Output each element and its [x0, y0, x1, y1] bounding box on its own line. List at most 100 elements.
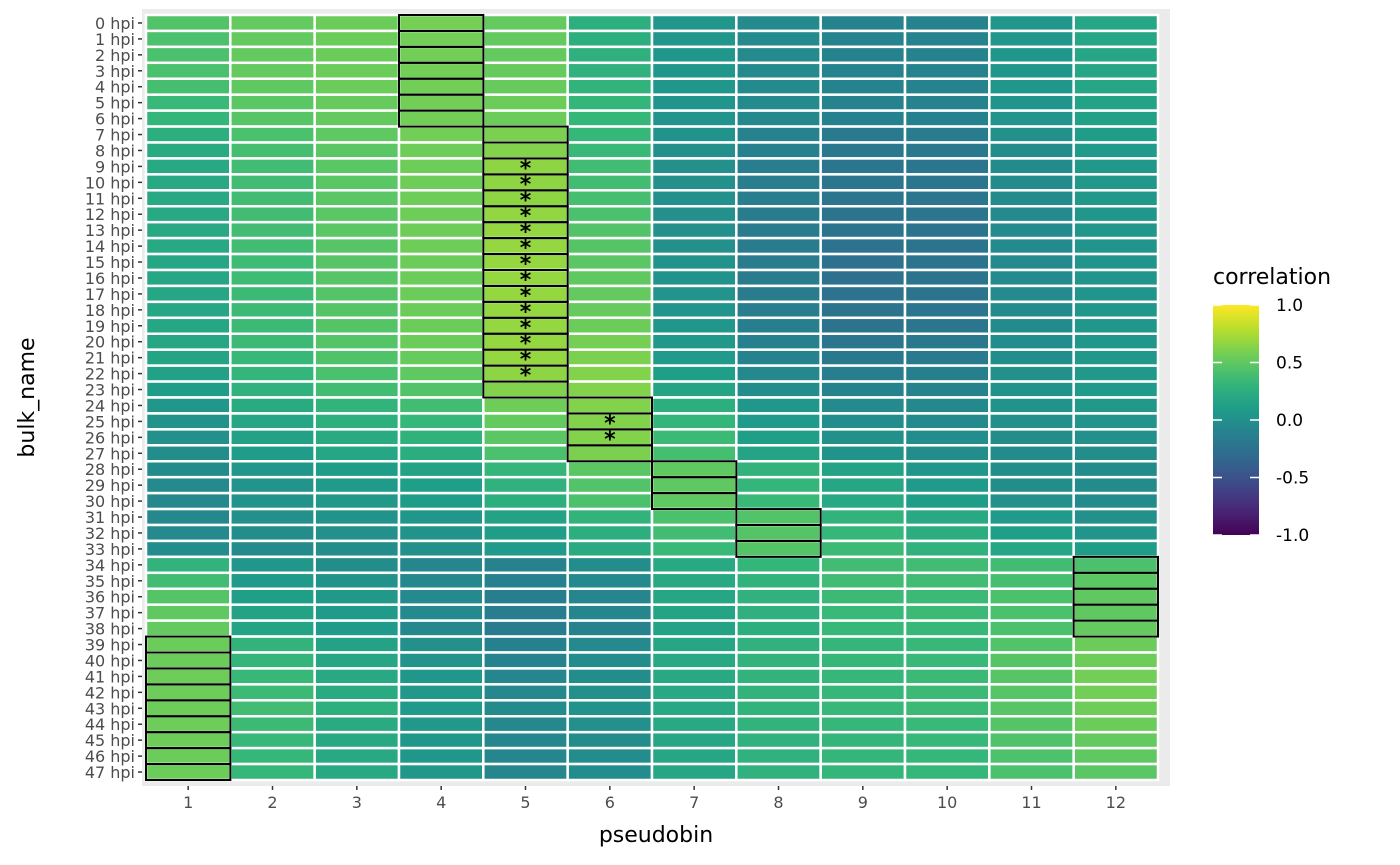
significance-star: *	[520, 300, 532, 325]
heatmap-cell	[397, 189, 485, 208]
heatmap-cell	[144, 252, 232, 272]
heatmap-cell	[566, 13, 654, 33]
heatmap-cell	[988, 715, 1075, 734]
heatmap-cell	[735, 364, 822, 383]
heatmap-cell	[144, 412, 232, 431]
heatmap-cell	[735, 667, 822, 686]
heatmap-cell	[144, 109, 232, 128]
heatmap-cell	[735, 77, 822, 96]
heatmap-cell	[735, 475, 822, 495]
heatmap-cell	[988, 13, 1075, 33]
heatmap-cell	[313, 300, 401, 320]
heatmap-cell	[566, 730, 654, 750]
heatmap-cell	[988, 762, 1075, 782]
significance-star: *	[520, 236, 532, 261]
heatmap-cell	[566, 555, 654, 575]
heatmap-cell	[650, 428, 738, 447]
heatmap-cell	[903, 61, 991, 80]
heatmap-cell	[144, 667, 232, 686]
heatmap-cell	[819, 189, 907, 208]
heatmap-cell	[988, 316, 1075, 335]
heatmap-cell	[1072, 364, 1160, 383]
highlight-box-cell	[651, 492, 738, 511]
heatmap-cell	[229, 316, 316, 335]
heatmap-cell	[482, 523, 569, 543]
heatmap-cell	[229, 157, 316, 176]
highlight-box-cell	[145, 763, 232, 781]
heatmap-cell	[482, 109, 569, 128]
heatmap-cell	[482, 475, 569, 495]
significance-star: *	[520, 268, 532, 293]
heatmap-cell	[566, 29, 654, 49]
legend-tick-label: 0.0	[1276, 411, 1303, 431]
heatmap-cell	[1072, 380, 1160, 399]
heatmap-cell	[1072, 651, 1160, 670]
heatmap-cell	[735, 683, 822, 702]
heatmap-cell	[313, 93, 401, 112]
heatmap-cell	[397, 284, 485, 304]
heatmap-cell	[903, 507, 991, 527]
heatmap-cell	[566, 619, 654, 638]
heatmap-cell	[566, 523, 654, 543]
heatmap-cell	[988, 699, 1075, 718]
y-tick-label: 1 hpi	[95, 30, 135, 49]
y-tick-label: 40 hpi	[85, 651, 135, 670]
heatmap-cell	[650, 252, 738, 272]
heatmap-cell	[735, 316, 822, 335]
x-tick-label: 3	[352, 793, 362, 812]
heatmap-cell	[313, 332, 401, 351]
heatmap-cell	[650, 555, 738, 575]
heatmap-cell	[144, 348, 232, 367]
heatmap-cell	[229, 236, 316, 256]
heatmap-cell	[229, 77, 316, 96]
heatmap-cell	[566, 699, 654, 718]
heatmap-cell	[313, 220, 401, 240]
heatmap-cell	[903, 284, 991, 304]
heatmap-cell	[229, 109, 316, 128]
y-tick-label: 3 hpi	[95, 62, 135, 81]
heatmap-cell	[313, 316, 401, 335]
heatmap-cell	[735, 491, 822, 511]
heatmap-cell	[144, 523, 232, 543]
heatmap-cell	[229, 491, 316, 511]
heatmap-cell	[482, 61, 569, 80]
heatmap-cell	[988, 746, 1075, 766]
heatmap-cell	[566, 667, 654, 686]
heatmap-cell	[144, 460, 232, 479]
significance-marks: ****************	[520, 156, 616, 452]
heatmap-cell	[735, 157, 822, 176]
heatmap-cell	[229, 683, 316, 702]
heatmap-cell	[397, 205, 485, 224]
heatmap-cell	[735, 396, 822, 415]
heatmap-cell	[566, 475, 654, 495]
heatmap-cell	[397, 173, 485, 192]
heatmap-cell	[819, 475, 907, 495]
heatmap-cell	[144, 715, 232, 734]
y-tick-label: 11 hpi	[85, 189, 135, 208]
heatmap-cell	[313, 284, 401, 304]
heatmap-cell	[1072, 507, 1160, 527]
x-tick-label: 7	[689, 793, 699, 812]
heatmap-cell	[144, 699, 232, 718]
heatmap-cell	[903, 746, 991, 766]
heatmap-cell	[735, 252, 822, 272]
heatmap-cell	[819, 29, 907, 49]
heatmap-cell	[313, 109, 401, 128]
significance-star: *	[520, 284, 532, 309]
heatmap-cell	[1072, 93, 1160, 112]
heatmap-cell	[144, 284, 232, 304]
heatmap-cell	[819, 460, 907, 479]
heatmap-cell	[819, 220, 907, 240]
x-tick-label: 4	[436, 793, 446, 812]
heatmap-cell	[1072, 157, 1160, 176]
heatmap-cell	[903, 587, 991, 606]
heatmap-cell	[903, 13, 991, 33]
heatmap-cell	[313, 141, 401, 160]
heatmap-cell	[144, 396, 232, 415]
heatmap-cell	[144, 13, 232, 33]
heatmap-cell	[313, 45, 401, 65]
heatmap-cell	[988, 619, 1075, 638]
heatmap-cell	[397, 141, 485, 160]
heatmap-cell	[144, 236, 232, 256]
heatmap-cell	[313, 157, 401, 176]
